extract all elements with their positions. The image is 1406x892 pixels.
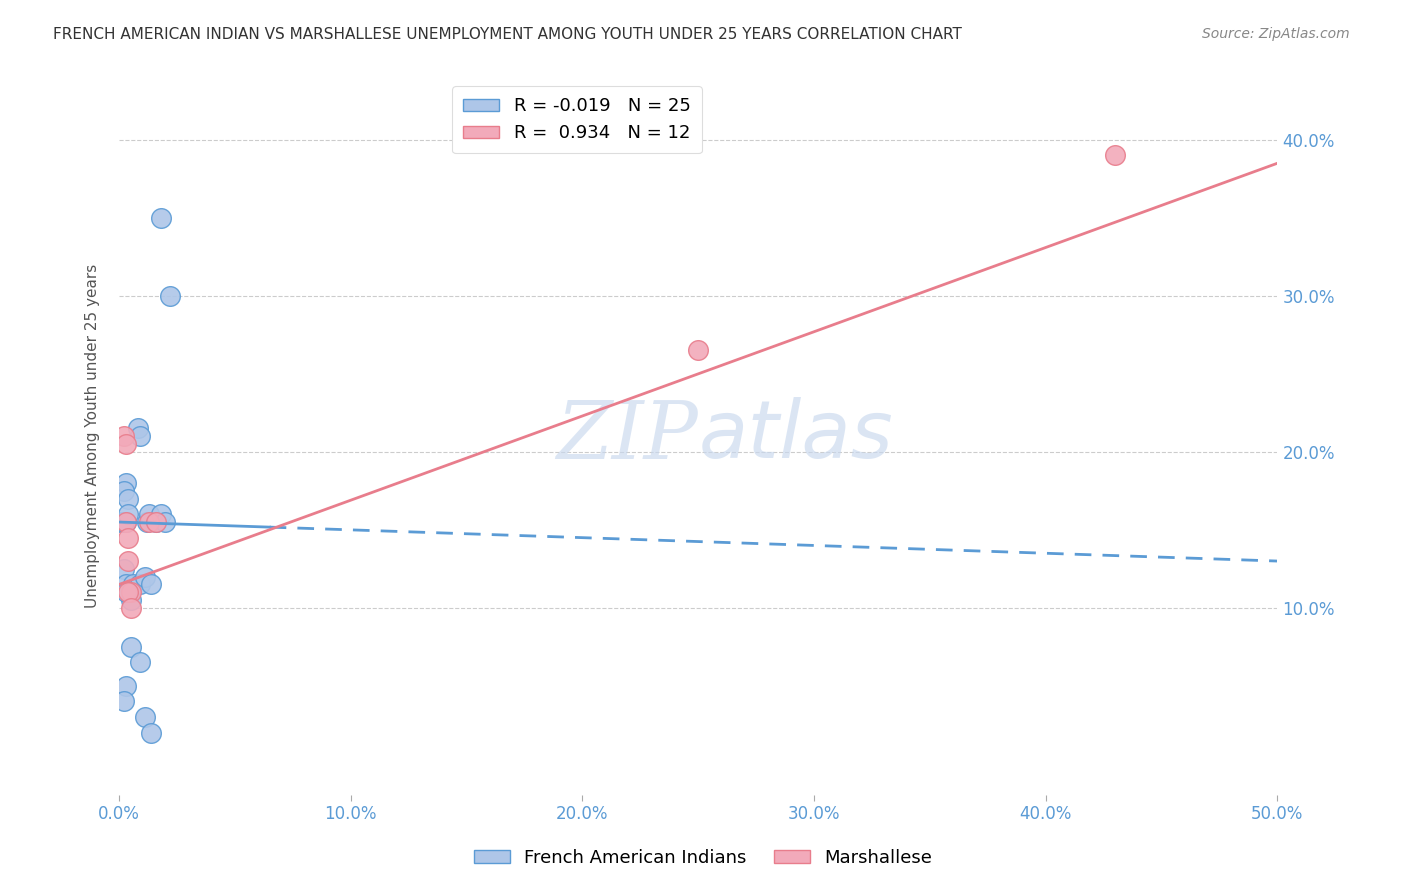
Point xyxy=(134,710,156,724)
Text: Source: ZipAtlas.com: Source: ZipAtlas.com xyxy=(1202,27,1350,41)
Point xyxy=(149,211,172,225)
Text: FRENCH AMERICAN INDIAN VS MARSHALLESE UNEMPLOYMENT AMONG YOUTH UNDER 25 YEARS CO: FRENCH AMERICAN INDIAN VS MARSHALLESE UN… xyxy=(53,27,962,42)
Point xyxy=(115,577,138,591)
Point xyxy=(112,694,135,708)
Point xyxy=(112,515,135,529)
Legend: R = -0.019   N = 25, R =  0.934   N = 12: R = -0.019 N = 25, R = 0.934 N = 12 xyxy=(453,87,702,153)
Point xyxy=(145,515,167,529)
Point xyxy=(138,515,160,529)
Point xyxy=(115,515,138,529)
Point xyxy=(141,725,163,739)
Legend: French American Indians, Marshallese: French American Indians, Marshallese xyxy=(467,842,939,874)
Point xyxy=(115,437,138,451)
Point xyxy=(117,585,139,599)
Point xyxy=(115,679,138,693)
Point xyxy=(141,577,163,591)
Point xyxy=(110,515,132,529)
Point xyxy=(115,476,138,491)
Point xyxy=(117,491,139,506)
Point xyxy=(115,515,138,529)
Point xyxy=(112,562,135,576)
Point xyxy=(112,429,135,443)
Point xyxy=(149,508,172,522)
Point xyxy=(134,569,156,583)
Point xyxy=(129,429,152,443)
Point xyxy=(117,554,139,568)
Point xyxy=(138,508,160,522)
Text: ZIP: ZIP xyxy=(557,398,699,475)
Point xyxy=(117,508,139,522)
Point xyxy=(129,656,152,670)
Point xyxy=(117,531,139,545)
Point xyxy=(129,577,152,591)
Point xyxy=(155,515,177,529)
Point xyxy=(159,289,181,303)
Point xyxy=(127,421,149,435)
Point xyxy=(688,343,710,358)
Text: atlas: atlas xyxy=(699,397,893,475)
Point xyxy=(120,600,142,615)
Point xyxy=(145,515,167,529)
Point xyxy=(115,585,138,599)
Y-axis label: Unemployment Among Youth under 25 years: Unemployment Among Youth under 25 years xyxy=(86,264,100,608)
Point xyxy=(120,585,142,599)
Point xyxy=(110,515,132,529)
Point xyxy=(120,640,142,654)
Point xyxy=(135,515,157,529)
Point xyxy=(120,593,142,607)
Point xyxy=(122,577,145,591)
Point xyxy=(1104,148,1126,162)
Point xyxy=(112,483,135,498)
